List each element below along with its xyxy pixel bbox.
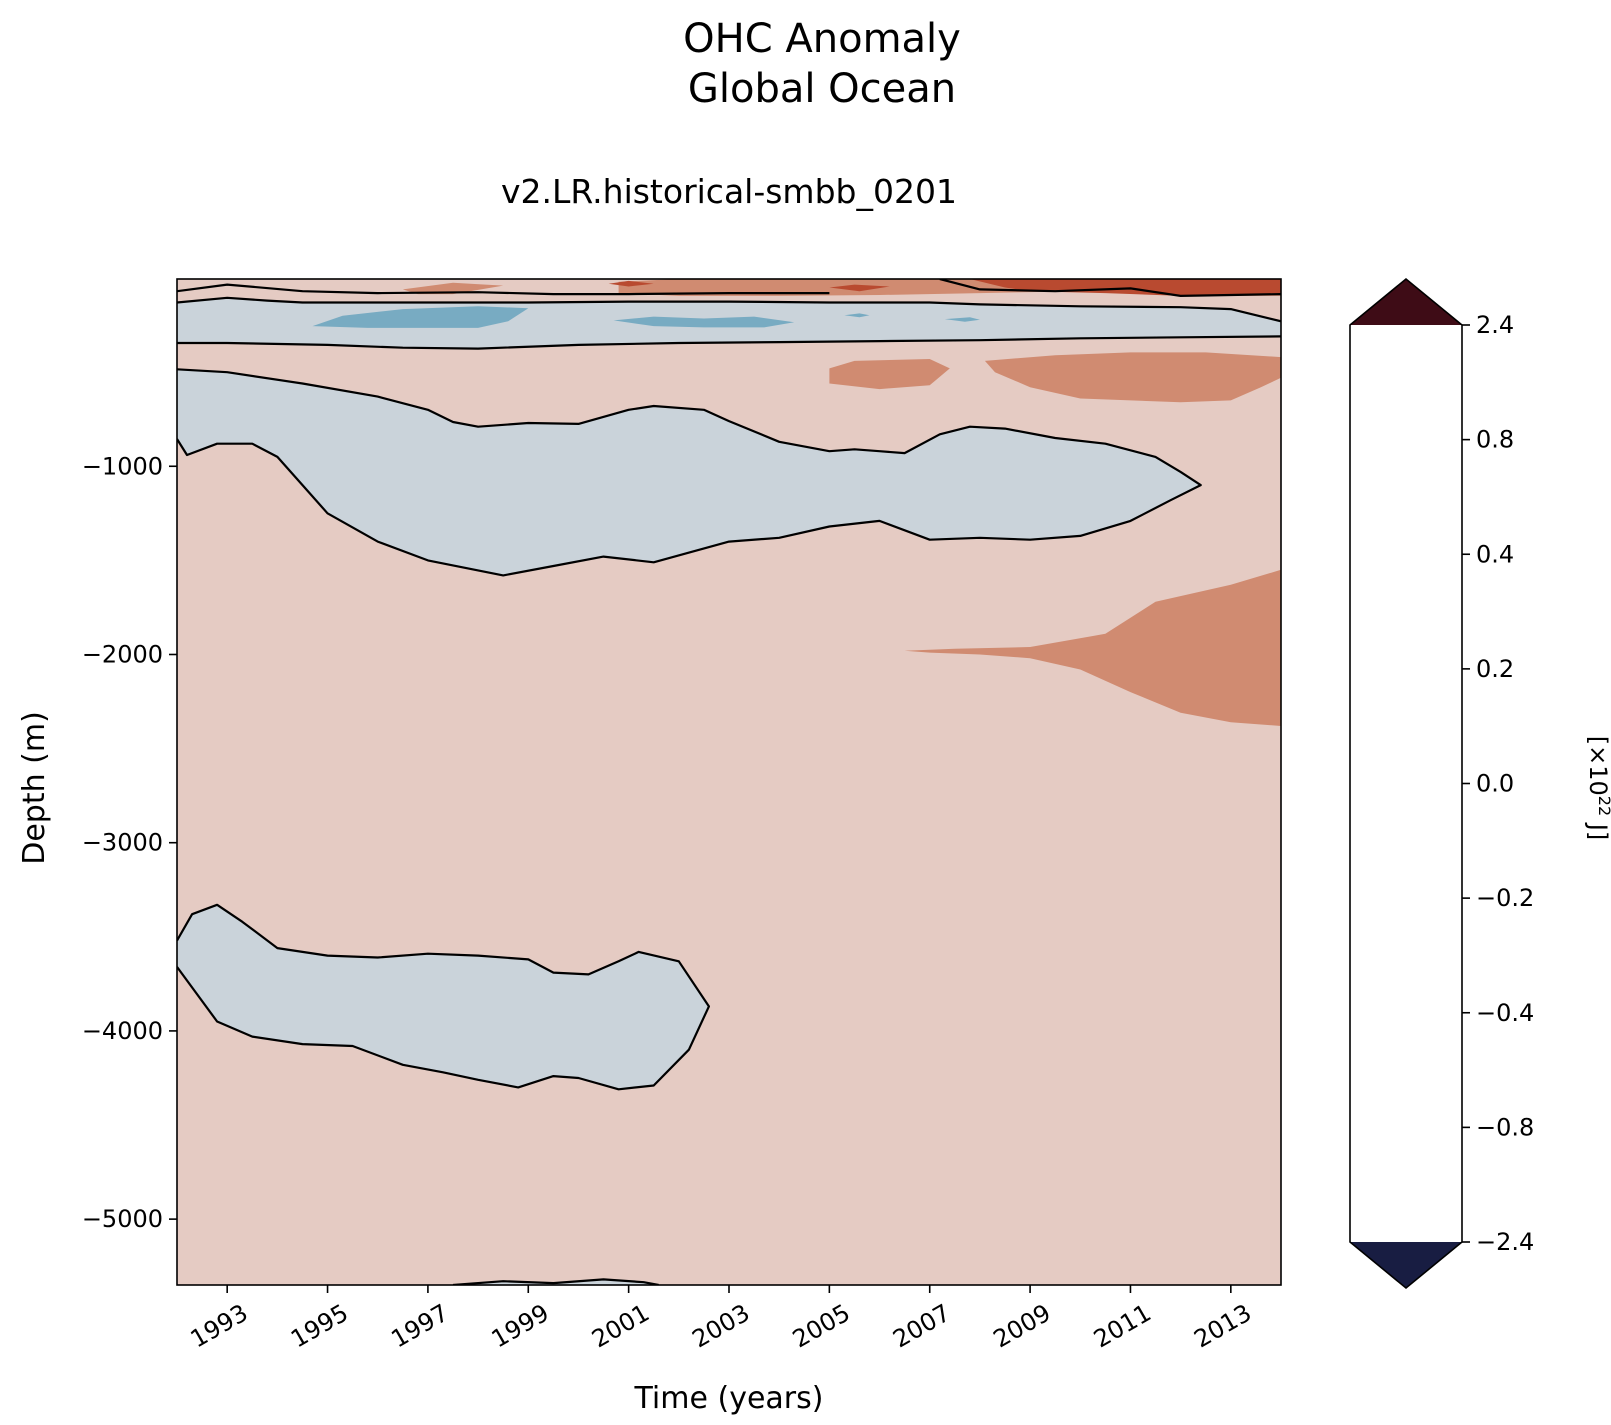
colorbar-label: [×1022 J] xyxy=(1584,736,1611,840)
x-tick-label-2005: 2005 xyxy=(788,1299,855,1354)
warm-subsurface-2 xyxy=(984,352,1281,403)
contour-line-1 xyxy=(177,296,1281,323)
chart-title-line-2: Global Ocean xyxy=(688,66,956,112)
contour-line-5 xyxy=(177,368,1202,577)
plot-area xyxy=(176,278,1282,1286)
colorbar-tick-label-2: −0.4 xyxy=(1476,999,1534,1027)
x-tick-label-2009: 2009 xyxy=(989,1299,1056,1354)
colorbar-tick-label-1: −0.8 xyxy=(1476,1113,1534,1141)
colorbar: −2.4 −0.8 −0.4 −0.2 0.0 0.2 0.4 0.8 2.4 xyxy=(1349,277,1534,1290)
x-tick-label-1995: 1995 xyxy=(286,1299,353,1354)
y-tick-label-3: −4000 xyxy=(82,1017,163,1045)
colorbar-tick-label-5: 0.2 xyxy=(1476,655,1514,683)
y-tick-label-4: −5000 xyxy=(82,1205,163,1233)
strong-cooling-patch-a xyxy=(312,306,529,328)
colorbar-over-triangle xyxy=(1350,279,1462,325)
y-axis: −1000 −2000 −3000 −4000 −5000 xyxy=(82,452,177,1233)
x-tick-label-2013: 2013 xyxy=(1189,1299,1256,1354)
colorbar-tick-label-0: −2.4 xyxy=(1476,1228,1534,1256)
negative-anomaly-abyssal xyxy=(177,904,709,1090)
warm-near-surface-1 xyxy=(402,282,504,295)
x-tick-label-1999: 1999 xyxy=(487,1299,554,1354)
colorbar-tick-label-8: 2.4 xyxy=(1476,311,1514,339)
colorbar-under-triangle xyxy=(1350,1242,1462,1288)
x-tick-label-2001: 2001 xyxy=(587,1299,654,1354)
colorbar-outline xyxy=(1349,277,1463,1290)
colorbar-tick-label-3: −0.2 xyxy=(1476,884,1534,912)
colorbar-tick-label-4: 0.0 xyxy=(1476,770,1514,798)
x-axis-label: Time (years) xyxy=(634,1381,824,1416)
contour-line-layer xyxy=(177,279,1281,1285)
y-tick-label-1: −2000 xyxy=(82,640,163,668)
strong-cooling-patch-b xyxy=(613,316,795,328)
x-tick-label-1993: 1993 xyxy=(186,1299,253,1354)
x-tick-label-2007: 2007 xyxy=(888,1299,955,1354)
colorbar-tick-label-7: 0.8 xyxy=(1476,426,1514,454)
contour-line-2 xyxy=(177,335,1281,350)
colorbar-tick-label-6: 0.4 xyxy=(1476,540,1514,568)
y-tick-label-2: −3000 xyxy=(82,829,163,857)
contour-line-3 xyxy=(177,283,830,296)
x-axis: 1993 1995 1997 1999 2001 2003 2005 2007 2009 2011… xyxy=(186,1285,1256,1354)
contour-fill-layer xyxy=(177,279,1281,1285)
warm-surface-strong-small-1 xyxy=(608,280,654,287)
colorbar-label-exponent: 22 xyxy=(1595,796,1611,816)
strong-cooling-patch-d xyxy=(944,317,980,322)
x-tick-label-2011: 2011 xyxy=(1089,1299,1156,1354)
warm-surface-strong-small-2 xyxy=(829,284,890,292)
y-axis-label: Depth (m) xyxy=(17,711,52,865)
x-tick-label-2003: 2003 xyxy=(688,1299,755,1354)
chart-title-line-1: OHC Anomaly xyxy=(683,16,961,62)
warm-subsurface-1 xyxy=(829,359,950,390)
warm-deep-wedge xyxy=(904,569,1281,726)
negative-anomaly-bottom-edge xyxy=(453,1279,659,1285)
warm-surface-strong xyxy=(969,279,1281,296)
chart-subtitle: v2.LR.historical-smbb_0201 xyxy=(501,172,957,211)
y-tick-label-0: −1000 xyxy=(82,452,163,480)
contour-line-4 xyxy=(939,279,1281,297)
contour-line-7 xyxy=(452,1278,659,1285)
contour-line-6 xyxy=(177,903,710,1091)
negative-anomaly-thermocline xyxy=(177,369,1201,576)
x-tick-label-1997: 1997 xyxy=(386,1299,453,1354)
strong-cooling-patch-c xyxy=(844,313,870,318)
